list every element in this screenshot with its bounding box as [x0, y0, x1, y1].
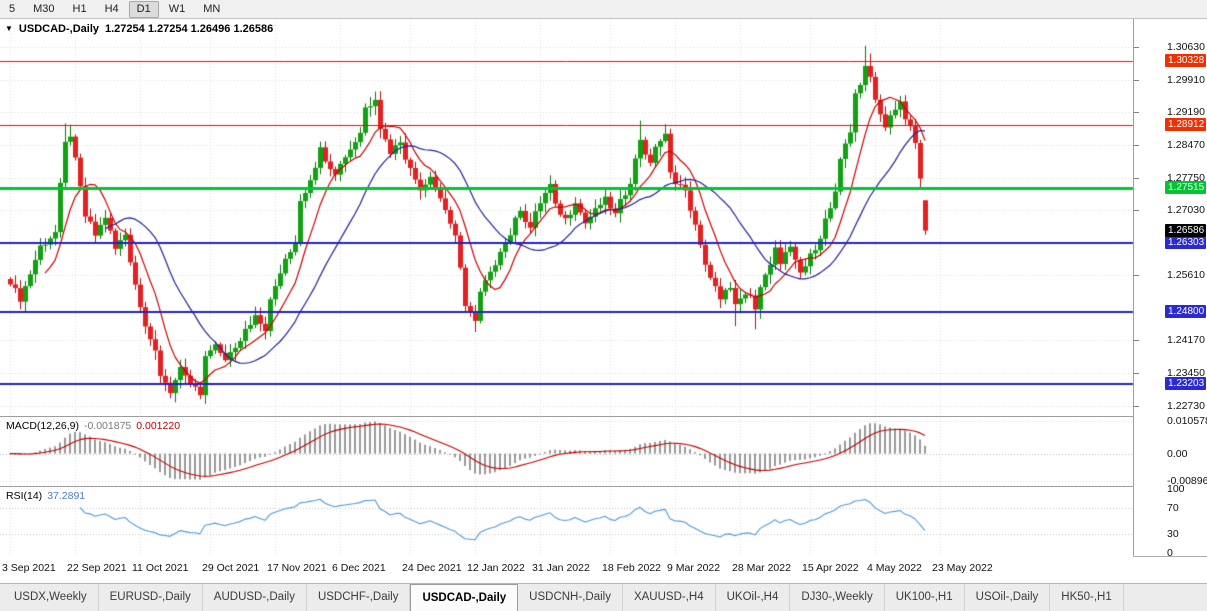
- current-price-label: 1.26586: [1165, 223, 1206, 237]
- price-axis-tickmark: [1134, 405, 1139, 407]
- tab-usdchf-daily[interactable]: USDCHF-,Daily: [307, 584, 411, 611]
- chart-ohlc-readout: 1.27254 1.27254 1.26496 1.26586: [105, 23, 274, 35]
- macd-axis-tick: -0.00896: [1167, 475, 1207, 488]
- time-axis-label: 31 Jan 2022: [532, 562, 590, 574]
- price-chart-canvas[interactable]: [0, 19, 1134, 556]
- tab-usoil-daily[interactable]: USOil-,Daily: [965, 584, 1051, 611]
- rsi-indicator-label: RSI(14) 37.2891: [6, 490, 85, 502]
- price-level-label: 1.26303: [1165, 236, 1206, 250]
- price-axis-tickmark: [1134, 274, 1139, 276]
- tab-usdcnh-daily[interactable]: USDCNH-,Daily: [518, 584, 623, 611]
- rsi-value: 37.2891: [47, 490, 86, 502]
- rsi-axis-tick: 70: [1167, 502, 1179, 515]
- price-axis-tick: 1.29190: [1167, 106, 1205, 119]
- tab-hk50-h1[interactable]: HK50-,H1: [1050, 584, 1124, 611]
- tab-eurusd-daily[interactable]: EURUSD-,Daily: [99, 584, 203, 611]
- timeframe-button-5[interactable]: 5: [9, 2, 16, 15]
- price-level-label: 1.28912: [1165, 118, 1206, 132]
- macd-name: MACD(12,26,9): [6, 420, 79, 432]
- time-axis-label: 18 Feb 2022: [602, 562, 661, 574]
- time-axis-label: 23 May 2022: [932, 562, 993, 574]
- tab-ukoil-h4[interactable]: UKOil-,H4: [716, 584, 791, 611]
- tab-usdx-weekly[interactable]: USDX,Weekly: [3, 584, 99, 611]
- price-axis-tick: 1.24170: [1167, 334, 1205, 347]
- tab-usdcad-daily[interactable]: USDCAD-,Daily: [410, 584, 519, 611]
- rsi-axis-tick: 100: [1167, 482, 1185, 495]
- price-axis-tickmark: [1134, 340, 1139, 342]
- price-axis-tick: 1.27750: [1167, 171, 1205, 184]
- price-level-label: 1.30328: [1165, 53, 1206, 67]
- time-axis-label: 3 Sep 2021: [2, 562, 56, 574]
- timeframe-button-d1[interactable]: D1: [128, 0, 159, 18]
- chart-tabs-bar: USDX,Weekly EURUSD-,Daily AUDUSD-,Daily USD…: [0, 583, 1207, 611]
- time-axis-label: 22 Sep 2021: [67, 562, 127, 574]
- rsi-name: RSI(14): [6, 490, 43, 502]
- timeframe-button-m30[interactable]: M30: [33, 2, 55, 15]
- price-axis-tickmark: [1134, 112, 1139, 114]
- price-axis[interactable]: 1.30630 1.29910 1.29190 1.28470 1.27750 1.270…: [1133, 19, 1207, 560]
- timeframe-toolbar: 5 M30 H1 H4 D1 W1 MN: [0, 0, 1207, 19]
- chart-title: ▼ USDCAD-,Daily 1.27254 1.27254 1.26496 …: [5, 23, 273, 35]
- price-axis-tick: 1.23450: [1167, 366, 1205, 379]
- macd-signal-value: 0.001220: [136, 420, 181, 432]
- tab-xauusd-h4[interactable]: XAUUSD-,H4: [623, 584, 716, 611]
- price-axis-tick: 1.30630: [1167, 41, 1205, 54]
- price-axis-tick: 1.29910: [1167, 73, 1205, 86]
- one-click-trading-arrow[interactable]: ▼: [5, 24, 13, 33]
- time-axis-label: 29 Oct 2021: [202, 562, 260, 574]
- price-axis-tickmark: [1134, 210, 1139, 212]
- macd-main-value: -0.001875: [83, 420, 132, 432]
- tab-dj30-weekly[interactable]: DJ30-,Weekly: [790, 584, 885, 611]
- price-axis-tick: 1.28470: [1167, 139, 1205, 152]
- time-axis-label: 17 Nov 2021: [267, 562, 327, 574]
- price-axis-tickmark: [1134, 177, 1139, 179]
- price-axis-tick: 1.27030: [1167, 204, 1205, 217]
- price-level-label: 1.27515: [1165, 181, 1206, 195]
- chart-region: ▼ USDCAD-,Daily 1.27254 1.27254 1.26496 …: [0, 19, 1207, 583]
- time-axis-label: 12 Jan 2022: [467, 562, 525, 574]
- timeframe-button-h4[interactable]: H4: [104, 2, 119, 15]
- timeframe-button-w1[interactable]: W1: [168, 2, 186, 15]
- macd-indicator-label: MACD(12,26,9) -0.001875 0.001220: [6, 420, 180, 432]
- rsi-pane-separator[interactable]: [0, 486, 1207, 487]
- macd-axis-tick: 0.010578: [1167, 415, 1207, 427]
- price-axis-tickmark: [1134, 79, 1139, 81]
- macd-axis-tick: 0.00: [1167, 447, 1188, 460]
- price-axis-tick: 1.25610: [1167, 268, 1205, 281]
- chart-symbol-label: USDCAD-,Daily: [18, 23, 99, 35]
- time-axis-label: 15 Apr 2022: [802, 562, 859, 574]
- time-axis-label: 6 Dec 2021: [332, 562, 386, 574]
- time-axis[interactable]: 3 Sep 2021 22 Sep 2021 11 Oct 2021 29 Oct 2…: [0, 556, 1133, 583]
- timeframe-button-h1[interactable]: H1: [72, 2, 87, 15]
- price-level-label: 1.24800: [1165, 304, 1206, 318]
- price-axis-tickmark: [1134, 47, 1139, 49]
- tab-uk100-h1[interactable]: UK100-,H1: [885, 584, 965, 611]
- rsi-axis-tick: 30: [1167, 527, 1179, 540]
- time-axis-label: 24 Dec 2021: [402, 562, 462, 574]
- time-axis-label: 11 Oct 2021: [132, 562, 189, 574]
- price-level-label: 1.23203: [1165, 377, 1206, 391]
- time-axis-label: 28 Mar 2022: [732, 562, 791, 574]
- time-axis-label: 9 Mar 2022: [667, 562, 721, 574]
- time-axis-label: 4 May 2022: [867, 562, 922, 574]
- timeframe-button-mn[interactable]: MN: [203, 2, 221, 15]
- price-axis-tick: 1.22730: [1167, 399, 1205, 412]
- rsi-axis-tick: 0: [1167, 547, 1173, 560]
- tab-audusd-daily[interactable]: AUDUSD-,Daily: [203, 584, 307, 611]
- price-axis-tickmark: [1134, 372, 1139, 374]
- macd-pane-separator[interactable]: [0, 416, 1207, 417]
- price-axis-tickmark: [1134, 145, 1139, 147]
